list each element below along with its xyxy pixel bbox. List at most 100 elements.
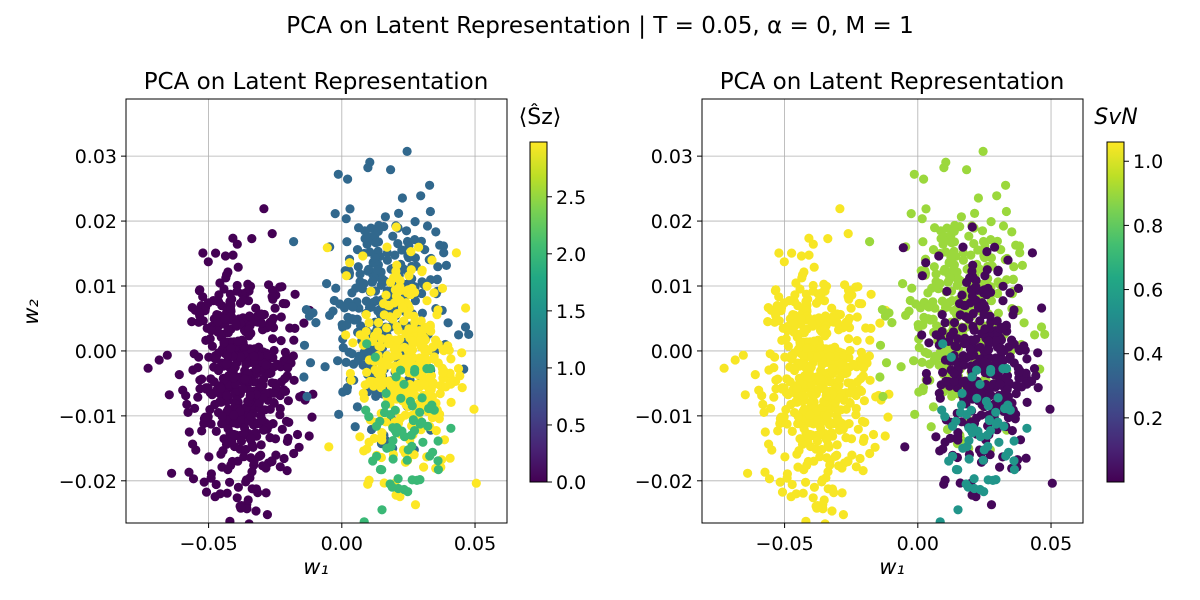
scatter-point (809, 262, 819, 272)
scatter-point (786, 492, 796, 502)
scatter-point (265, 404, 275, 414)
scatter-point (244, 324, 254, 334)
scatter-point (404, 324, 414, 334)
scatter-point (966, 250, 976, 260)
scatter-point (225, 516, 235, 523)
scatter-point (917, 214, 927, 224)
scatter-point (419, 462, 429, 472)
scatter-point (272, 359, 282, 369)
scatter-point (174, 370, 184, 380)
colorbar-label: SvN (1094, 105, 1137, 130)
scatter-point (299, 372, 309, 382)
scatter-point (399, 316, 409, 326)
scatter-point (856, 347, 867, 357)
scatter-point (802, 460, 812, 470)
scatter-point (1008, 275, 1018, 285)
scatter-point (277, 282, 287, 292)
scatter-point (259, 204, 269, 214)
scatter-point (267, 456, 277, 466)
y-axis-label: w₂ (19, 299, 43, 325)
scatter-point (469, 404, 479, 414)
scatter-point (289, 375, 299, 385)
scatter-point (182, 399, 192, 409)
scatter-point (396, 365, 406, 375)
scatter-point (237, 414, 247, 424)
colorbar-tick-label: 0.4 (1133, 344, 1163, 366)
scatter-point (382, 242, 392, 252)
scatter-point (865, 237, 875, 247)
scatter-point (993, 288, 1003, 299)
scatter-point (958, 377, 968, 387)
scatter-point (221, 359, 232, 369)
scatter-point (236, 503, 246, 513)
scatter-point (387, 482, 397, 492)
scatter-point (827, 506, 837, 516)
scatter-point (417, 288, 427, 299)
scatter-point (1029, 364, 1040, 374)
scatter-point (855, 453, 865, 464)
scatter-point (397, 245, 407, 255)
scatter-point (438, 367, 448, 378)
scatter-point (427, 255, 437, 265)
scatter-point (282, 436, 292, 446)
figure-suptitle: PCA on Latent Representation | T = 0.05,… (286, 13, 913, 39)
scatter-point (471, 478, 481, 488)
scatter-point (403, 487, 413, 497)
scatter-point (341, 214, 351, 224)
scatter-point (397, 302, 408, 312)
scatter-point (187, 303, 197, 313)
scatter-point (958, 255, 969, 265)
scatter-point (870, 442, 880, 452)
scatter-point (833, 318, 843, 328)
scatter-point (1009, 465, 1020, 475)
scatter-point (299, 340, 310, 350)
scatter-point (992, 191, 1002, 201)
scatter-point (362, 367, 372, 377)
scatter-point (419, 379, 429, 389)
scatter-point (1003, 255, 1013, 265)
scatter-point (808, 286, 818, 296)
scatter-point (852, 312, 862, 322)
scatter-point (945, 433, 955, 443)
scatter-point (379, 310, 389, 320)
scatter-point (806, 362, 816, 372)
scatter-point (995, 379, 1005, 389)
scatter-point (311, 318, 321, 328)
scatter-point (1031, 371, 1041, 381)
scatter-point (837, 488, 847, 498)
scatter-point (269, 345, 279, 356)
scatter-point (1009, 436, 1019, 446)
scatter-point (364, 475, 374, 485)
scatter-point (211, 248, 221, 258)
scatter-point (457, 348, 467, 358)
panel-svn: PCA on Latent Representation −0.05 0.00 0.… (635, 69, 1163, 579)
scatter-point (383, 339, 394, 349)
scatter-point (233, 262, 243, 272)
scatter-point (793, 411, 803, 422)
scatter-point (802, 304, 812, 314)
scatter-point (820, 324, 830, 334)
scatter-point (383, 360, 393, 370)
scatter-point (446, 397, 456, 407)
scatter-point (878, 391, 888, 402)
scatter-point (918, 237, 928, 247)
scatter-point (432, 275, 442, 285)
scatter-point (389, 273, 399, 283)
scatter-point (883, 412, 893, 422)
scatter-point (416, 191, 426, 201)
scatter-point (339, 303, 350, 313)
scatter-point (1007, 335, 1017, 345)
scatter-point (833, 415, 843, 425)
scatter-point (229, 429, 239, 440)
scatter-point (1045, 404, 1055, 414)
scatter-point (981, 396, 992, 406)
scatter-point (261, 488, 271, 498)
scatter-point (359, 393, 369, 403)
scatter-point (246, 433, 256, 444)
scatter-point (453, 364, 464, 374)
scatter-point (967, 372, 977, 382)
scatter-point (322, 243, 332, 253)
scatter-point (801, 477, 811, 487)
scatter-point (1005, 354, 1015, 364)
scatter-point (997, 355, 1008, 365)
